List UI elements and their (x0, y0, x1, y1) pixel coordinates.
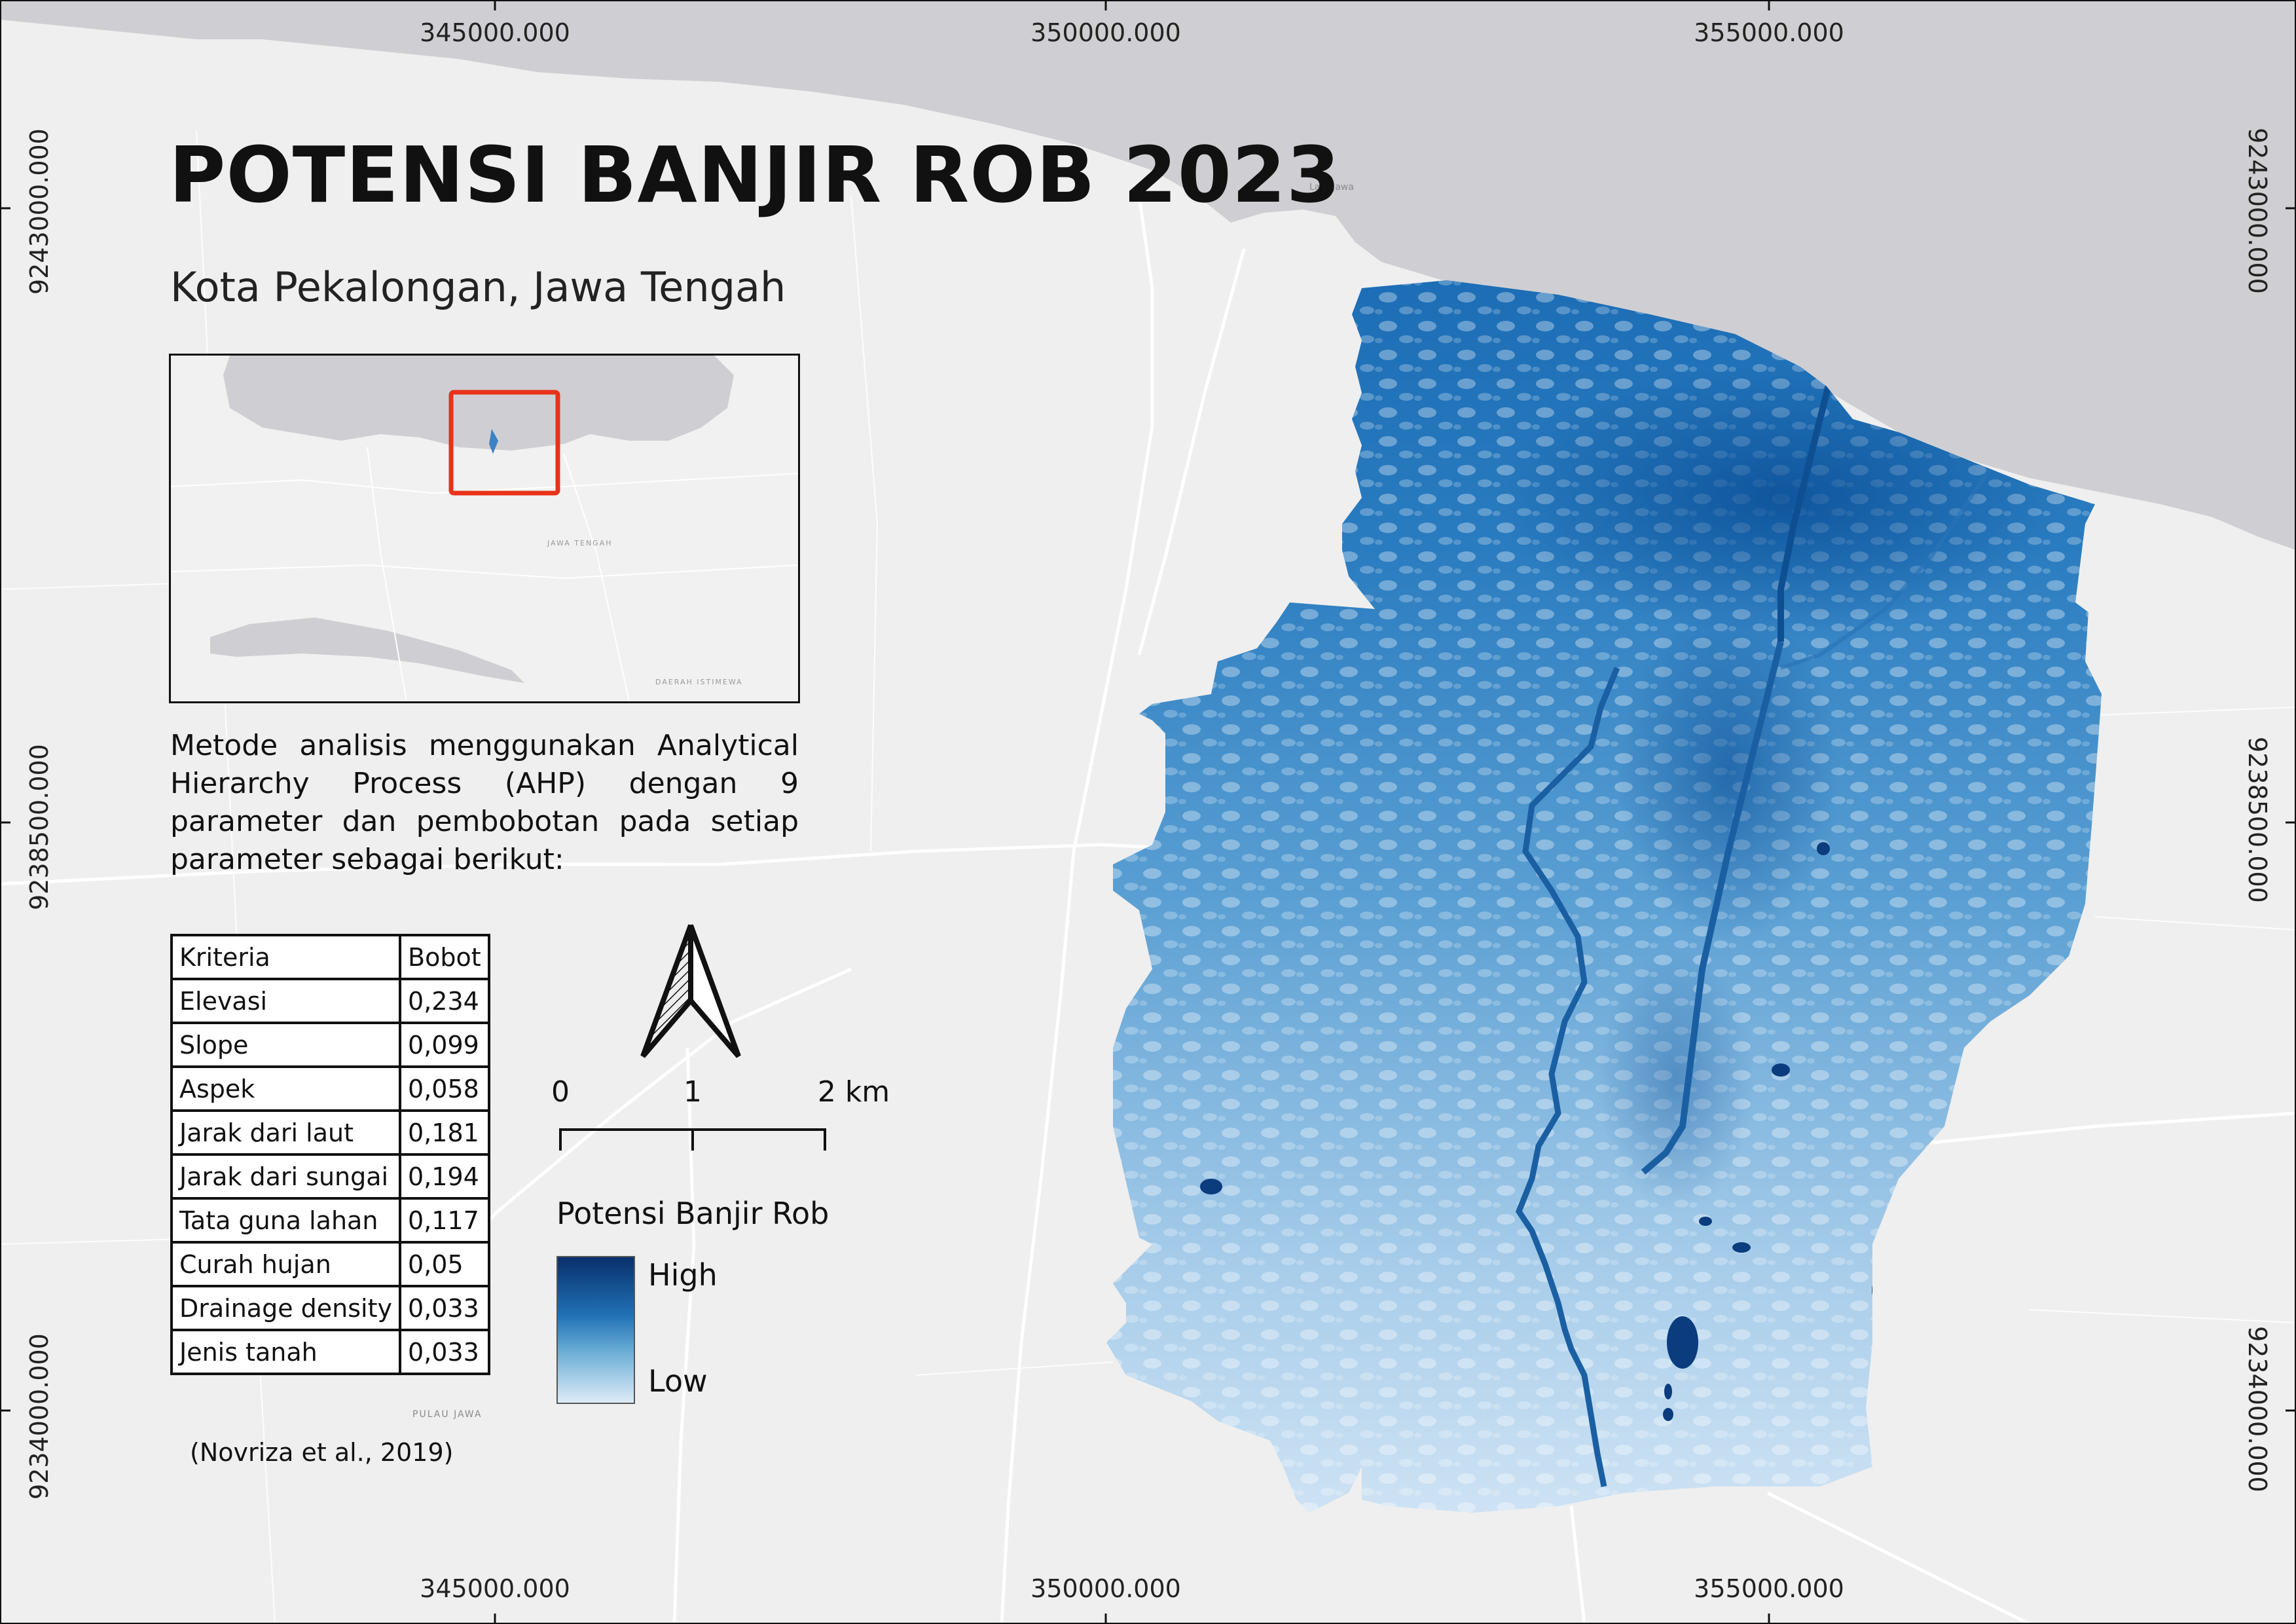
map-subtitle: Kota Pekalongan, Jawa Tengah (170, 263, 786, 311)
table-cell: Jenis tanah (170, 1329, 402, 1375)
table-cell: Slope (170, 1022, 402, 1068)
inset-province-label: JAWA TENGAH (547, 539, 613, 547)
grid-label-y: 9238500.000 (25, 744, 54, 910)
table-cell: Drainage density (170, 1285, 402, 1331)
grid-label-x: 355000.000 (1694, 18, 1844, 47)
legend-title: Potensi Banjir Rob (556, 1196, 829, 1231)
grid-label-y: 9234000.000 (25, 1333, 54, 1500)
map-title: POTENSI BANJIR ROB 2023 (169, 130, 1341, 220)
table-cell: Jarak dari sungai (170, 1153, 402, 1200)
island-label: PULAU JAWA (412, 1409, 483, 1420)
criteria-weight-table: Kriteria Bobot Elevasi 0,234 Slope 0,099 A… (170, 934, 490, 1375)
table-cell: Aspek (170, 1065, 402, 1112)
grid-label-x: 355000.000 (1694, 1574, 1844, 1603)
table-header-row: Kriteria Bobot (170, 934, 490, 980)
legend-color-ramp (556, 1256, 635, 1404)
inset-region-label: DAERAH ISTIMEWA (655, 678, 743, 686)
table-cell: 0,234 (399, 978, 490, 1024)
grid-label-y: 9234000.000 (2243, 1326, 2272, 1492)
inset-extent-marker (448, 390, 560, 496)
inset-basemap (171, 356, 798, 701)
table-cell: 0,033 (399, 1329, 490, 1375)
grid-label-x: 350000.000 (1030, 1574, 1181, 1603)
legend-low-label: Low (648, 1363, 708, 1399)
table-row: Jarak dari laut 0,181 (170, 1109, 490, 1156)
scale-label-0: 0 (551, 1075, 570, 1109)
sea-label: Laut Jawa (1309, 182, 1354, 193)
table-cell: Elevasi (170, 978, 402, 1024)
table-row: Tata guna lahan 0,117 (170, 1197, 490, 1244)
scale-bar (559, 1128, 826, 1151)
table-header-cell: Kriteria (170, 934, 402, 980)
citation: (Novriza et al., 2019) (190, 1438, 454, 1467)
grid-label-y: 9243000.000 (25, 128, 54, 295)
table-row: Elevasi 0,234 (170, 978, 490, 1024)
table-cell: 0,058 (399, 1065, 490, 1112)
grid-label-y: 9243000.000 (2243, 128, 2272, 294)
table-cell: Tata guna lahan (170, 1197, 402, 1244)
grid-label-y: 9238500.000 (2243, 737, 2272, 903)
table-cell: 0,05 (399, 1241, 490, 1287)
scale-label-2: 2 km (817, 1075, 890, 1109)
table-row: Aspek 0,058 (170, 1065, 490, 1112)
table-header-cell: Bobot (399, 934, 490, 980)
grid-label-x: 345000.000 (420, 18, 570, 47)
table-row: Jenis tanah 0,033 (170, 1329, 490, 1375)
method-description: Metode analisis menggunakan Analytical H… (170, 729, 799, 876)
table-cell: Curah hujan (170, 1241, 402, 1287)
table-cell: 0,117 (399, 1197, 490, 1244)
table-row: Curah hujan 0,05 (170, 1241, 490, 1287)
grid-label-x: 345000.000 (420, 1574, 570, 1603)
scale-label-1: 1 (683, 1075, 702, 1109)
inset-map[interactable]: JAWA TENGAH DAERAH ISTIMEWA (169, 354, 800, 703)
table-row: Jarak dari sungai 0,194 (170, 1153, 490, 1200)
grid-label-x: 350000.000 (1030, 18, 1181, 47)
table-cell: Jarak dari laut (170, 1109, 402, 1156)
table-cell: 0,033 (399, 1285, 490, 1331)
table-cell: 0,099 (399, 1022, 490, 1068)
table-row: Drainage density 0,033 (170, 1285, 490, 1331)
table-cell: 0,194 (399, 1153, 490, 1200)
legend-high-label: High (648, 1257, 718, 1293)
north-arrow-icon (640, 924, 741, 1058)
table-cell: 0,181 (399, 1109, 490, 1156)
table-row: Slope 0,099 (170, 1022, 490, 1068)
